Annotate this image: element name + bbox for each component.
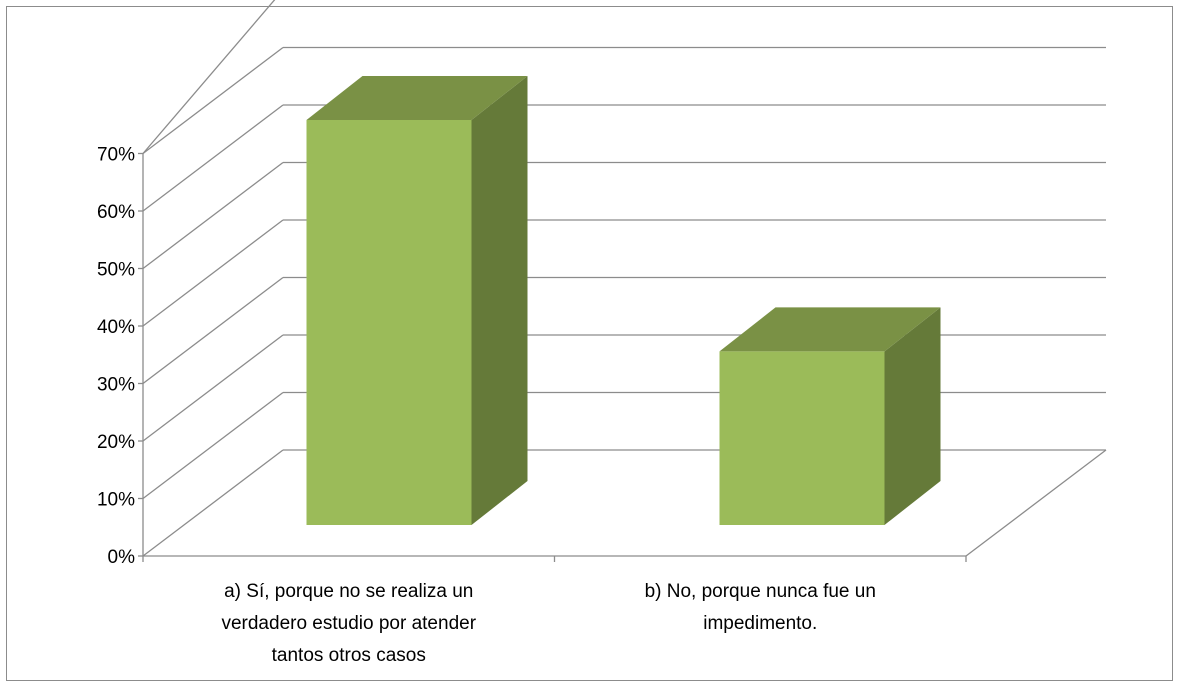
y-tick-label: 0% [108,547,136,568]
side-wall-gridline [142,391,284,500]
bar-top-face [306,76,528,120]
y-tick-label: 40% [97,317,135,338]
chart-walls [142,0,1107,557]
x-category-label: tantos otros casos [272,645,426,666]
bar-side-face [884,307,941,525]
y-tick-label: 70% [97,145,135,166]
side-wall-gridline [142,276,284,385]
side-wall-top-diagonal [142,0,276,154]
chart-bars [306,76,941,525]
bar-3d [719,307,941,525]
y-tick-label: 10% [97,490,135,511]
x-category-label: a) Sí, porque no se realiza un [224,581,473,602]
side-wall-gridline [142,219,284,327]
floor-right-edge [965,449,1107,557]
y-tick-label: 30% [97,375,135,396]
bar-front-face [306,120,472,525]
x-category-label: verdadero estudio por atender [221,613,476,634]
x-axis: a) Sí, porque no se realiza un verdadero … [142,555,967,666]
side-wall-gridline [142,449,284,557]
chart-frame [6,6,1173,681]
side-wall-gridline [142,161,284,270]
side-wall-gridline [142,334,284,442]
x-category-label: b) No, porque nunca fue un [645,581,876,602]
side-wall-gridline [142,104,284,212]
side-wall-gridline [142,46,284,155]
bar-front-face [719,351,885,525]
bar-3d [306,76,528,525]
y-tick-label: 60% [97,202,135,223]
bar-side-face [471,76,528,525]
bar-top-face [719,307,941,352]
y-tick-label: 20% [97,432,135,453]
y-tick-label: 50% [97,260,135,281]
y-axis: 0% 10% 20% 30% 40% 50% 60% 70% [97,145,144,568]
x-category-label: impedimento. [703,613,817,634]
